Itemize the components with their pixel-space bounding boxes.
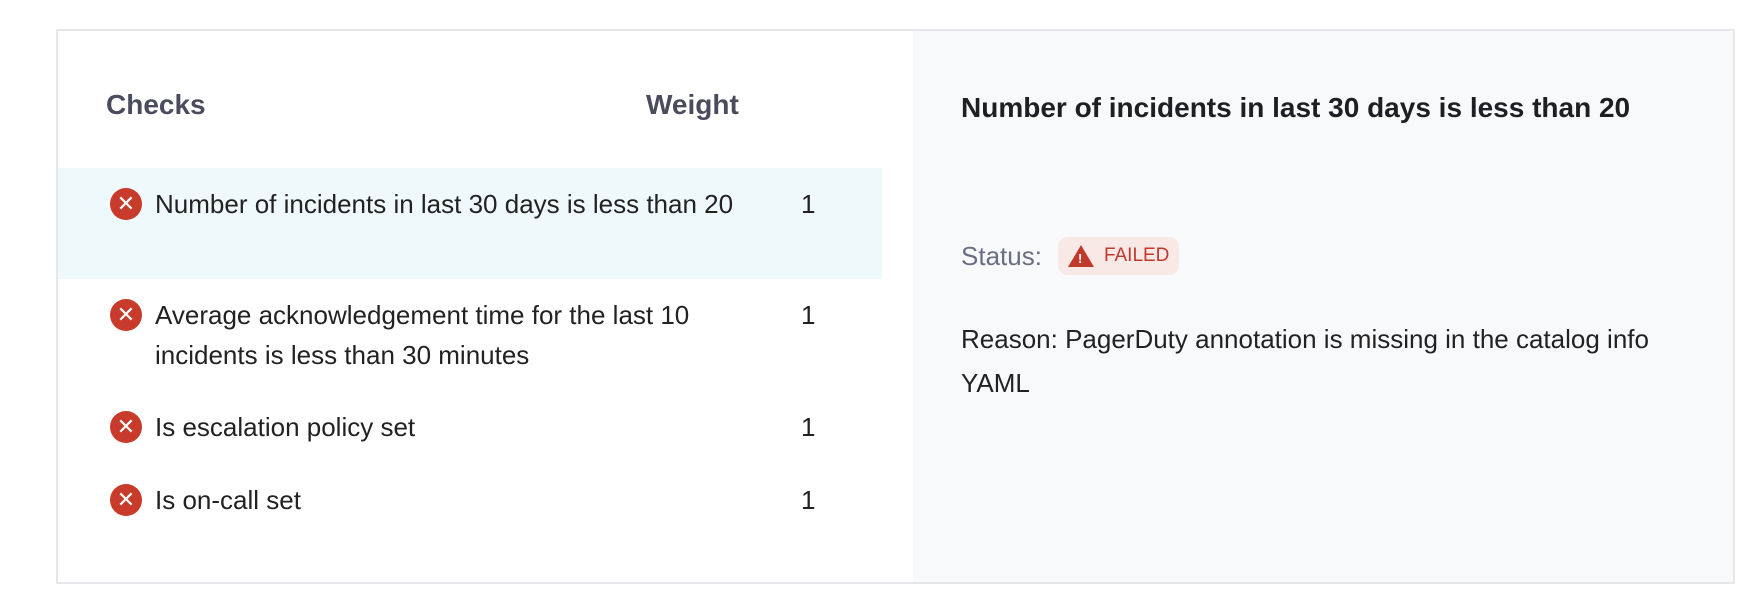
error-circle-x-icon: ✕	[110, 411, 142, 443]
check-row[interactable]: ✕ Average acknowledgement time for the l…	[58, 281, 882, 391]
checks-card: Checks Weight ✕ Number of incidents in l…	[56, 29, 1735, 584]
check-row[interactable]: ✕ Is escalation policy set 1	[58, 391, 882, 463]
check-weight: 1	[801, 412, 816, 442]
status-label: Status:	[961, 240, 1042, 271]
warning-triangle-icon: !	[1067, 245, 1094, 267]
check-label: Is escalation policy set	[155, 412, 416, 442]
check-weight: 1	[801, 300, 816, 330]
error-circle-x-icon: ✕	[110, 188, 142, 220]
checks-header: Checks	[106, 89, 206, 120]
check-label: Number of incidents in last 30 days is l…	[155, 189, 734, 219]
error-circle-x-icon: ✕	[110, 299, 142, 331]
check-row[interactable]: ✕ Is on-call set 1	[58, 463, 882, 535]
weight-header: Weight	[646, 89, 739, 120]
checks-table: Checks Weight ✕ Number of incidents in l…	[58, 31, 882, 582]
status-value: FAILED	[1103, 245, 1170, 266]
status-line: Status: ! FAILED	[961, 237, 1180, 275]
error-circle-x-icon: ✕	[110, 484, 142, 516]
check-label: Is on-call set	[155, 485, 301, 515]
check-label: Average acknowledgement time for the las…	[155, 300, 690, 370]
check-weight: 1	[801, 485, 816, 515]
status-badge: ! FAILED	[1057, 237, 1180, 275]
check-weight: 1	[801, 189, 816, 219]
failure-reason: Reason: PagerDuty annotation is missing …	[961, 324, 1649, 398]
check-detail-panel: Number of incidents in last 30 days is l…	[913, 31, 1733, 582]
check-row[interactable]: ✕ Number of incidents in last 30 days is…	[58, 168, 882, 279]
detail-title: Number of incidents in last 30 days is l…	[961, 92, 1631, 123]
